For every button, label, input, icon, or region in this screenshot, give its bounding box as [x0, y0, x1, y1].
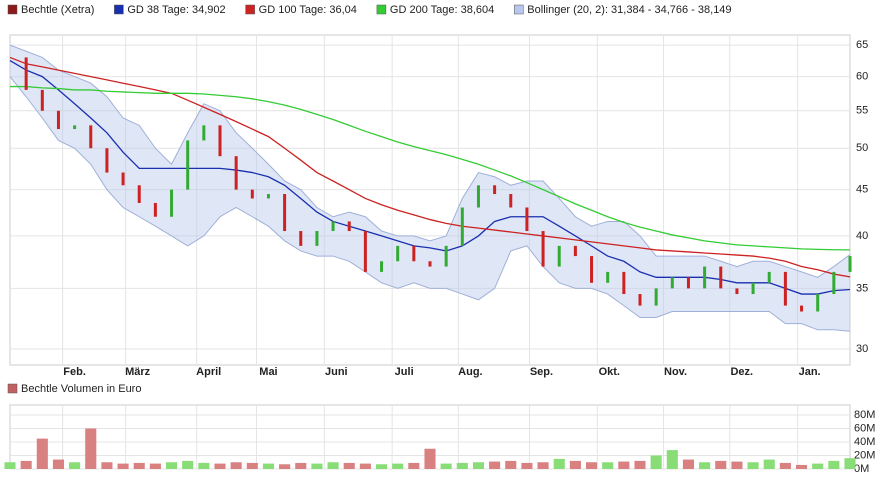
legend-label: GD 200 Tage: 38,604	[390, 4, 494, 16]
bollinger-upper	[9, 44, 851, 278]
x-tick-label: Aug.	[458, 366, 482, 378]
volume-bar	[149, 463, 161, 469]
plot-frame	[9, 34, 851, 366]
volume-bar	[747, 462, 759, 469]
y-tick-label: 20M	[854, 449, 875, 461]
volume-bar	[230, 462, 242, 469]
volume-bar	[424, 448, 436, 469]
y-tick-label: 65	[856, 39, 868, 51]
y-tick-label: 60M	[854, 422, 875, 434]
legend-swatch	[7, 4, 18, 15]
volume-bar	[537, 462, 549, 469]
y-tick-label: 40	[856, 230, 868, 242]
volume-bar	[52, 459, 65, 469]
volume-bar	[20, 460, 32, 469]
volume-bar	[812, 463, 824, 469]
volume-bar	[69, 462, 81, 469]
volume-bar	[521, 462, 533, 469]
volume-bar	[214, 463, 226, 469]
x-tick-label: Juni	[325, 366, 348, 378]
volume-bar	[715, 460, 727, 469]
volume-bar	[408, 462, 420, 469]
legend-swatch	[514, 4, 524, 15]
volume-bar	[198, 462, 210, 469]
volume-bar	[585, 462, 598, 469]
volume-bar	[117, 463, 129, 469]
legend-swatch	[7, 383, 18, 394]
moving-average	[9, 59, 851, 295]
volume-bar	[279, 464, 291, 469]
bollinger-band	[10, 45, 850, 332]
legend-label: Bechtle (Xetra)	[21, 4, 94, 16]
legend-label: GD 38 Tage: 34,902	[127, 4, 225, 16]
volume-bar	[505, 460, 517, 469]
volume-bar	[699, 462, 711, 469]
volume-bar	[327, 462, 339, 469]
volume-bar	[343, 462, 355, 469]
volume-bar	[311, 463, 323, 469]
volume-bar	[36, 438, 48, 469]
y-tick-label: 0M	[854, 463, 869, 475]
x-tick-label: Juli	[395, 366, 414, 378]
moving-average	[9, 56, 851, 278]
x-tick-label: Sep.	[530, 366, 553, 378]
volume-bar	[295, 462, 307, 469]
volume-bar	[731, 461, 743, 469]
volume-bar	[165, 462, 178, 469]
volume-bar	[844, 458, 856, 469]
legend-label: Bollinger (20, 2): 31,384 - 34,766 - 38,…	[527, 4, 731, 16]
bollinger-lower	[9, 76, 851, 332]
x-tick-label: Okt.	[599, 366, 620, 378]
y-tick-label: 50	[856, 142, 868, 154]
volume-bar	[569, 460, 581, 469]
volume-bar	[602, 462, 614, 469]
volume-bar	[392, 463, 404, 469]
volume-bar	[828, 460, 840, 469]
volume-bar	[85, 428, 97, 469]
y-tick-label: 35	[856, 282, 868, 294]
volume-bar	[634, 460, 646, 469]
volume-bar	[246, 462, 258, 469]
volume-bar	[133, 462, 145, 469]
y-tick-label: 80M	[854, 409, 875, 421]
volume-bar	[763, 459, 775, 469]
y-tick-label: 45	[856, 184, 868, 196]
volume-bar	[472, 462, 485, 469]
y-tick-label: 60	[856, 71, 868, 83]
y-tick-label: 30	[856, 343, 868, 355]
volume-bar	[618, 461, 630, 469]
legend-swatch	[376, 4, 387, 15]
volume-bar	[375, 464, 388, 469]
volume-bar	[795, 464, 808, 469]
x-tick-label: Jan.	[799, 366, 821, 378]
legend-swatch	[245, 4, 255, 15]
volume-bar	[682, 459, 695, 469]
y-tick-label: 40M	[854, 436, 875, 448]
volume-bar	[666, 450, 678, 469]
x-tick-label: Dez.	[730, 366, 753, 378]
y-tick-label: 55	[856, 105, 868, 117]
volume-bar	[101, 462, 113, 469]
volume-bar	[262, 463, 275, 469]
volume-bar	[489, 461, 501, 469]
volume-bar	[456, 462, 468, 469]
volume-bar	[779, 462, 791, 469]
legend-label: GD 100 Tage: 36,04	[259, 4, 357, 16]
x-tick-label: Mai	[259, 366, 277, 378]
volume-bar	[182, 460, 194, 469]
volume-bar	[650, 455, 662, 469]
x-tick-label: Nov.	[664, 366, 687, 378]
legend-label: Bechtle Volumen in Euro	[21, 383, 141, 395]
volume-bar	[4, 462, 16, 469]
legend-swatch	[114, 4, 124, 15]
x-tick-label: Feb.	[63, 366, 86, 378]
volume-bar	[440, 463, 452, 469]
volume-bar	[359, 463, 371, 469]
x-tick-label: April	[196, 366, 221, 378]
x-tick-label: März	[125, 366, 151, 378]
moving-average	[10, 85, 851, 251]
volume-bar	[553, 458, 565, 469]
